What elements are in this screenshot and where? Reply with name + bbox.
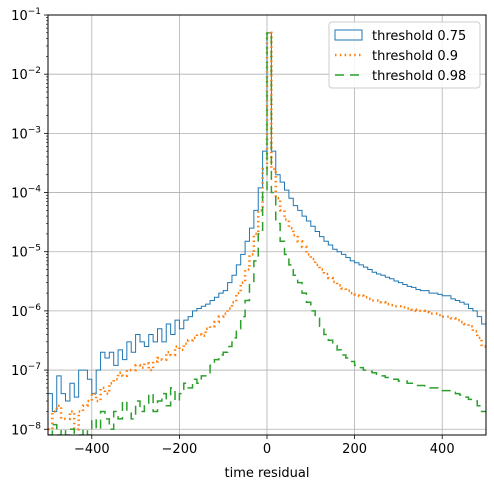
y-tick-label: 10−6 xyxy=(11,303,41,320)
x-tick-label: 0 xyxy=(263,442,271,457)
x-axis: −400 −200 0 200 400 xyxy=(74,435,455,457)
x-tick-label: −200 xyxy=(162,442,198,457)
legend-label: threshold 0.75 xyxy=(372,29,466,44)
y-tick-label: 10−2 xyxy=(11,66,41,83)
x-tick-label: 400 xyxy=(430,442,455,457)
series-group xyxy=(48,31,486,435)
legend-frame xyxy=(328,21,481,89)
y-tick-label: 10−5 xyxy=(11,244,41,261)
legend: threshold 0.75 threshold 0.9 threshold 0.9… xyxy=(328,21,481,89)
series-line xyxy=(48,31,486,431)
y-tick-label: 10−3 xyxy=(11,125,41,142)
y-tick-label: 10−8 xyxy=(11,421,41,438)
y-tick-label: 10−4 xyxy=(11,185,41,202)
x-tick-label: 200 xyxy=(342,442,367,457)
x-tick-label: −400 xyxy=(74,442,110,457)
y-axis: 10−8 10−7 10−6 10−5 10−4 10−3 10−2 10−1 xyxy=(11,7,48,438)
series-line xyxy=(48,32,486,412)
legend-swatch xyxy=(334,29,363,41)
legend-label: threshold 0.98 xyxy=(372,69,466,84)
x-axis-label: time residual xyxy=(224,466,309,481)
series-layer xyxy=(48,31,486,435)
series-line xyxy=(48,32,486,435)
y-tick-label: 10−1 xyxy=(11,7,41,24)
y-tick-label: 10−7 xyxy=(11,362,41,379)
legend-label: threshold 0.9 xyxy=(372,49,458,64)
